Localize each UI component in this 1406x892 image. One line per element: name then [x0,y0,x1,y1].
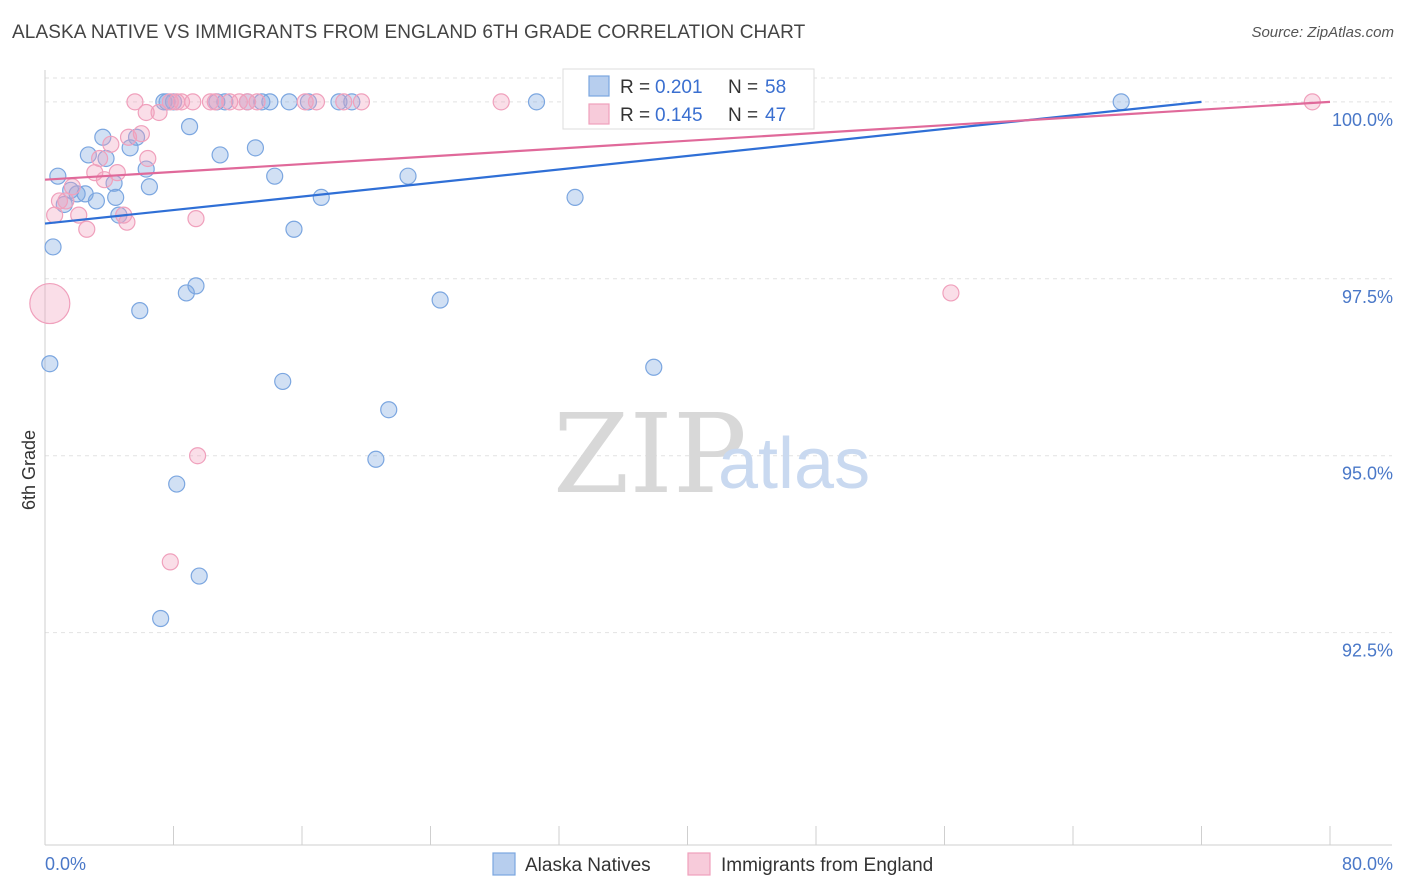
bottom-legend-label: Immigrants from England [721,855,933,876]
immigrants-england-point [307,93,326,111]
alaska-natives-point [330,93,348,111]
stats-r-value: 0.145 [655,105,703,126]
alaska-natives-point [431,291,449,309]
alaska-natives-point [216,93,234,111]
alaska-natives-point [140,178,159,196]
alaska-natives-point [285,220,303,238]
immigrants-england-point [184,93,202,111]
alaska-natives-point [121,139,139,157]
immigrants-england-point [108,164,126,182]
y-tick-labels: 100.0% 97.5% 95.0% 92.5% [1332,110,1393,661]
immigrants-england-point [492,93,510,111]
immigrants-england-point [29,282,71,325]
bottom-legend-swatch [492,852,516,876]
x-tick-label-min: 0.0% [45,854,86,874]
alaska-natives-point [49,167,67,185]
immigrants-england-point [206,93,224,111]
immigrants-england-point [57,192,75,210]
immigrants-england-point [91,149,109,168]
immigrants-england-point [132,125,150,143]
immigrants-england-point [187,210,205,228]
immigrants-england-point [63,178,81,196]
alaska-natives-point [266,167,284,185]
alaska-natives-point [168,475,186,493]
alaska-natives-point [180,118,199,136]
x-tick-label-max: 80.0% [1342,854,1393,874]
alaska-natives-point [41,355,59,373]
stats-n-value: 58 [765,77,786,98]
alaska-natives-point [312,188,330,206]
alaska-natives-point [187,277,205,295]
immigrants-england-point [161,553,179,571]
stats-r-label: R = [620,77,650,98]
immigrants-england-point [248,93,266,111]
alaska-natives-point [177,284,195,302]
alaska-natives-point [87,192,106,210]
alaska-natives-point [190,567,208,585]
alaska-natives-point [246,139,265,157]
alaska-natives-point [645,358,663,376]
immigrants-england-point [188,447,207,465]
bottom-legend: Alaska Natives Immigrants from England [492,852,933,876]
alaska-natives-point [107,188,125,206]
alaska-natives-point [367,450,385,468]
immigrants-england-point [201,93,220,111]
trend-lines [44,100,1331,225]
immigrants-england-point [335,93,353,111]
chart-title: ALASKA NATIVE VS IMMIGRANTS FROM ENGLAND… [12,22,806,43]
y-tick-label: 97.5% [1342,287,1393,307]
alaska-natives-point [380,401,398,419]
stats-legend-swatch [588,75,610,97]
y-tick-label: 92.5% [1342,641,1393,661]
immigrants-england-point [78,220,96,238]
alaska-natives-point [44,238,62,256]
watermark: ZIP atlas [553,390,870,518]
y-axis-label: 6th Grade [19,430,39,510]
stats-legend-swatch [588,103,610,125]
data-points [29,93,1321,628]
alaska-natives-point [399,167,417,185]
alaska-natives-point [280,93,298,111]
immigrants-england-point [139,149,157,168]
alaska-natives-point [131,302,149,320]
alaska-natives-point [261,93,279,111]
watermark-zip: ZIP [553,390,747,518]
immigrants-england-point [126,93,144,111]
alaska-natives-point [211,146,229,164]
stats-n-label: N = [728,77,758,98]
stats-n-label: N = [728,105,758,126]
immigrants-england-point [238,93,256,111]
alaska-natives-point [152,609,170,628]
y-tick-label: 100.0% [1332,110,1393,130]
alaska-natives-point [79,146,97,164]
bottom-legend-swatch [687,852,711,876]
alaska-natives-point [1112,93,1130,111]
bottom-legend-label: Alaska Natives [525,855,651,876]
source-label: Source: ZipAtlas.com [1251,24,1394,41]
alaska-natives-point [274,372,292,391]
immigrants-england-point [102,135,120,153]
grid-lines [45,77,1392,634]
immigrants-england-point [137,103,155,122]
immigrants-england-point [942,284,960,302]
stats-legend: R = 0.201 N = 58 R = 0.145 N = 47 [562,68,815,130]
immigrants-england-point [50,192,69,210]
alaska-natives-point [527,93,546,111]
y-tick-label: 95.0% [1342,464,1393,484]
stats-r-label: R = [620,105,650,126]
axes [44,70,1392,846]
immigrants-england-point [150,103,168,122]
immigrants-england-point [221,93,239,111]
immigrants-england-point [119,128,138,146]
immigrants-england-trend-line [44,100,1331,181]
x-tick-labels: 0.0% 80.0% [45,854,1393,874]
stats-n-value: 47 [765,105,786,126]
immigrants-england-point [352,93,371,111]
alaska-natives-point [566,188,584,206]
watermark-atlas: atlas [718,424,870,504]
stats-r-value: 0.201 [655,77,703,98]
